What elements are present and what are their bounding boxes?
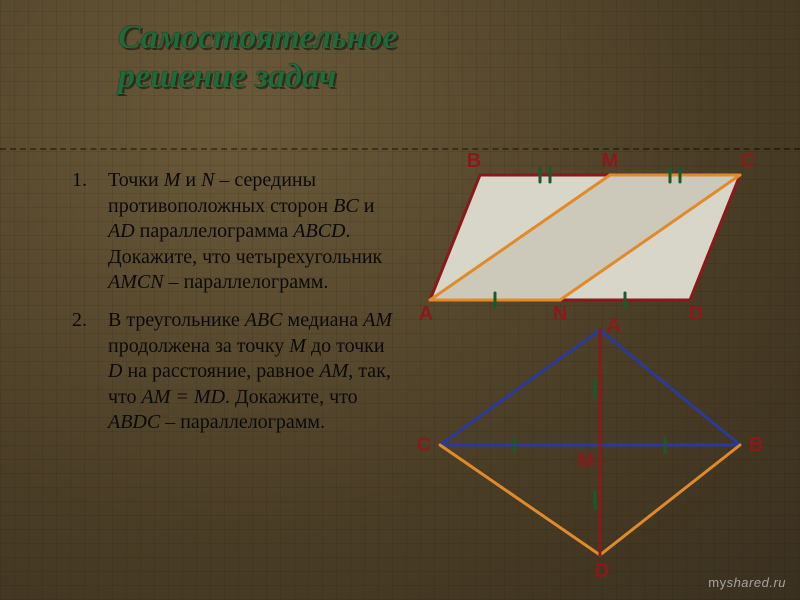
svg-text:N: N — [553, 303, 567, 325]
svg-text:D: D — [689, 303, 703, 325]
svg-text:M: M — [578, 450, 595, 472]
title-line-1: Самостоятельное — [118, 19, 398, 56]
svg-text:C: C — [741, 150, 755, 172]
problem-1-number: 1. — [72, 168, 108, 296]
svg-text:M: M — [602, 150, 619, 172]
title-line-2: решение задач — [118, 58, 336, 95]
problem-2-text: В треугольнике ABC медиана AM продолжена… — [108, 308, 402, 436]
watermark-rest: shared.ru — [727, 575, 786, 590]
watermark: myshared.ru — [708, 575, 786, 590]
problem-2-number: 2. — [72, 308, 108, 436]
svg-text:B: B — [467, 150, 481, 172]
watermark-my: my — [708, 575, 726, 590]
svg-text:D: D — [595, 560, 609, 582]
slide-title: Самостоятельное решение задач — [118, 18, 678, 96]
svg-text:A: A — [607, 315, 621, 337]
svg-text:B: B — [749, 434, 763, 456]
divider-line — [0, 148, 800, 150]
problem-list: 1. Точки M и N – середины противоположны… — [72, 168, 402, 448]
problem-1-text: Точки M и N – середины противоположных с… — [108, 168, 402, 296]
problem-2: 2. В треугольнике ABC медиана AM продолж… — [72, 308, 402, 436]
problem-1: 1. Точки M и N – середины противоположны… — [72, 168, 402, 296]
svg-text:A: A — [419, 303, 433, 325]
svg-text:C: C — [417, 434, 431, 456]
